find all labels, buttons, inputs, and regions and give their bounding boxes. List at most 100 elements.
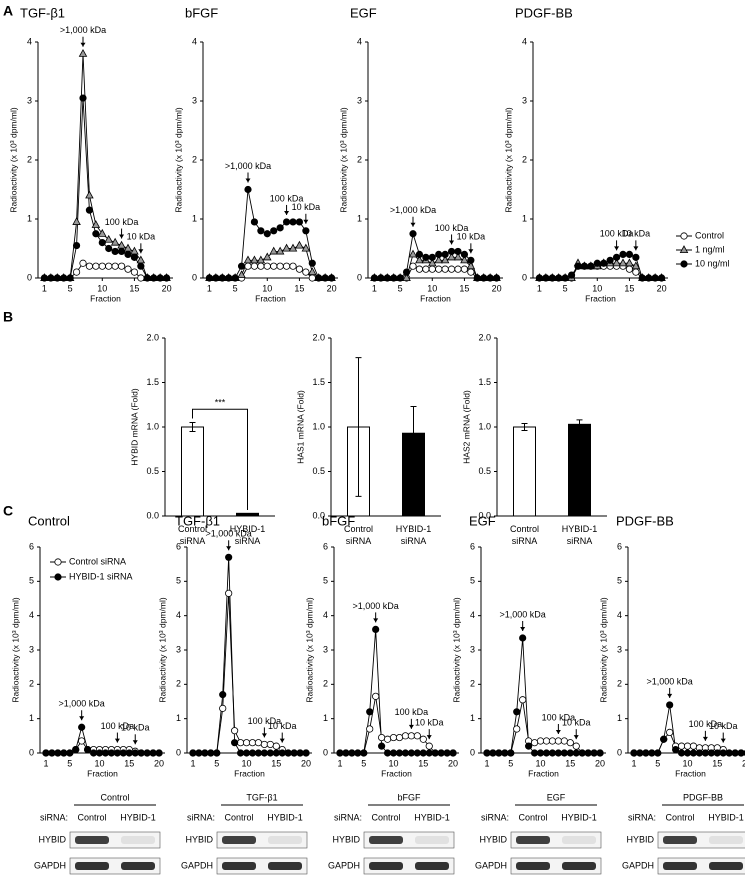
arrow-head xyxy=(284,210,290,215)
marker xyxy=(130,253,139,261)
y-tick-label: 1 xyxy=(27,213,32,223)
marker xyxy=(447,252,456,261)
x-tick-label: 15 xyxy=(565,758,575,768)
marker xyxy=(409,230,417,238)
blot-title: bFGF xyxy=(397,792,421,802)
marker xyxy=(54,573,62,581)
marker xyxy=(266,749,274,757)
error-bar xyxy=(521,422,528,432)
arrow-head xyxy=(614,246,620,251)
marker xyxy=(680,232,688,240)
y-tick-label: 0 xyxy=(522,272,527,282)
y-tick-label: 0.5 xyxy=(478,466,491,476)
marker xyxy=(95,749,104,757)
marker xyxy=(156,274,164,282)
marker xyxy=(383,735,392,743)
marker xyxy=(85,262,94,270)
marker xyxy=(276,224,284,232)
y-tick-label: 5 xyxy=(323,576,328,586)
blot-label: siRNA: xyxy=(481,812,509,822)
marker xyxy=(731,749,739,757)
chart-title: EGF xyxy=(469,513,496,528)
x-tick-label: 20 xyxy=(595,758,605,768)
marker xyxy=(378,742,386,750)
marker xyxy=(40,274,49,282)
marker xyxy=(555,274,563,282)
x-axis-label: Fraction xyxy=(255,293,286,303)
x-tick-label: 1 xyxy=(537,283,542,293)
marker xyxy=(413,749,421,757)
annotation: 10 kDa xyxy=(622,229,651,239)
marker xyxy=(447,265,456,273)
marker xyxy=(104,234,113,243)
chart-title: PDGF-BB xyxy=(616,513,674,528)
marker xyxy=(725,749,733,757)
lane-label: HYBID-1 xyxy=(120,812,156,822)
x-axis-label: Fraction xyxy=(675,768,706,778)
y-tick-label: 0 xyxy=(470,747,475,757)
x-tick-label: 20 xyxy=(327,283,337,293)
marker xyxy=(162,274,171,282)
annotation: 100 kDa xyxy=(105,217,139,227)
marker xyxy=(98,228,107,237)
marker xyxy=(276,262,284,270)
y-axis-label: Radioactivity (x 10³ dpm/ml) xyxy=(338,107,348,213)
panel-label: C xyxy=(3,503,13,519)
marker xyxy=(434,255,443,264)
marker xyxy=(143,274,151,282)
marker xyxy=(219,691,227,699)
arrow-head xyxy=(667,693,673,698)
marker xyxy=(89,749,98,757)
marker xyxy=(390,274,398,282)
arrow-head xyxy=(633,246,639,251)
marker xyxy=(348,749,356,757)
annotation: 10 kDa xyxy=(121,723,150,733)
bar xyxy=(568,423,591,517)
marker xyxy=(419,735,427,743)
marker xyxy=(440,255,450,264)
row-label: HYBID xyxy=(185,834,213,844)
marker xyxy=(422,265,430,273)
marker xyxy=(378,733,386,742)
annotation: >1,000 kDa xyxy=(225,161,271,171)
annotation: >1,000 kDa xyxy=(500,609,546,619)
marker xyxy=(389,733,398,742)
y-tick-label: 5 xyxy=(617,576,622,586)
x-tick-label: 1 xyxy=(207,283,212,293)
x-tick-label: 15 xyxy=(624,283,634,293)
marker xyxy=(225,553,233,561)
marker xyxy=(85,206,94,214)
bar xyxy=(181,426,204,517)
blot-band xyxy=(369,862,403,870)
marker xyxy=(92,230,100,238)
marker xyxy=(580,262,589,270)
marker xyxy=(593,259,601,267)
marker xyxy=(689,742,698,750)
y-tick-label: 5 xyxy=(176,576,181,586)
y-tick-label: 2 xyxy=(617,679,622,689)
error-bar xyxy=(355,357,362,497)
marker xyxy=(54,558,62,566)
marker xyxy=(683,742,692,750)
annotation: >1,000 kDa xyxy=(206,529,252,539)
y-tick-label: 0 xyxy=(357,272,362,282)
marker xyxy=(270,227,278,235)
x-tick-label: 10 xyxy=(389,758,399,768)
x-tick-label: 15 xyxy=(294,283,304,293)
marker xyxy=(389,749,398,757)
marker xyxy=(321,274,329,282)
marker xyxy=(360,749,368,757)
marker xyxy=(566,749,574,757)
lane-label: HYBID-1 xyxy=(561,812,597,822)
x-tick-label: 20 xyxy=(301,758,311,768)
marker xyxy=(443,749,451,757)
y-tick-label: 4 xyxy=(470,610,475,620)
marker xyxy=(561,274,569,282)
marker xyxy=(72,268,81,276)
marker xyxy=(60,749,68,757)
chart-title: EGF xyxy=(350,5,377,20)
y-tick-label: 1 xyxy=(192,213,197,223)
marker xyxy=(657,274,666,282)
marker xyxy=(396,274,404,282)
y-axis-label: Radioactivity (x 10³ dpm/ml) xyxy=(304,597,314,703)
